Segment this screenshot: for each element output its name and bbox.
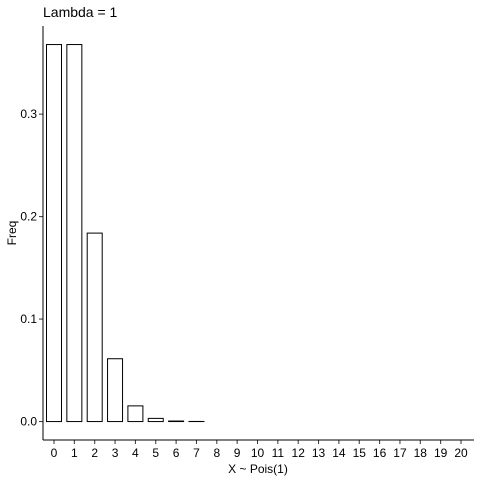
x-tick-label: 8 [213, 446, 220, 460]
chart-title: Lambda = 1 [43, 4, 118, 20]
x-tick-label: 10 [251, 446, 265, 460]
plot-area [46, 44, 205, 423]
y-tick-label: 0.1 [20, 312, 37, 326]
x-axis-ticks: 0 1 2 3 4 5 6 7 8 9 10 11 12 13 14 15 16 17 18 19 20 [51, 440, 468, 460]
bar-3 [107, 358, 124, 423]
y-tick-label: 0.2 [20, 210, 37, 224]
bar-0 [46, 44, 62, 423]
x-axis-title: X ~ Pois(1) [228, 462, 288, 476]
x-tick-label: 1 [71, 446, 78, 460]
y-axis-ticks: 0.0 0.1 0.2 0.3 [20, 107, 43, 429]
x-tick-label: 3 [112, 446, 119, 460]
bar-5 [147, 417, 164, 423]
bar-4 [127, 405, 144, 423]
x-tick-label: 18 [414, 446, 428, 460]
bar-1 [66, 44, 83, 423]
x-tick-label: 9 [234, 446, 241, 460]
x-tick-label: 14 [332, 446, 346, 460]
bar-6 [168, 420, 185, 423]
x-tick-label: 20 [454, 446, 468, 460]
x-tick-label: 15 [353, 446, 367, 460]
x-tick-label: 6 [173, 446, 180, 460]
x-tick-label: 19 [434, 446, 448, 460]
x-tick-label: 4 [132, 446, 139, 460]
y-axis-title: Freq [5, 221, 19, 246]
bar-2 [86, 232, 103, 423]
x-tick-label: 0 [51, 446, 58, 460]
y-tick-label: 0.3 [20, 107, 37, 121]
x-tick-label: 7 [193, 446, 200, 460]
y-tick-label: 0.0 [20, 415, 37, 429]
x-tick-label: 13 [312, 446, 326, 460]
x-tick-label: 16 [373, 446, 387, 460]
x-tick-label: 12 [292, 446, 306, 460]
x-tick-label: 5 [152, 446, 159, 460]
x-tick-label: 2 [91, 446, 98, 460]
x-tick-label: 17 [393, 446, 407, 460]
x-tick-label: 11 [272, 446, 285, 460]
